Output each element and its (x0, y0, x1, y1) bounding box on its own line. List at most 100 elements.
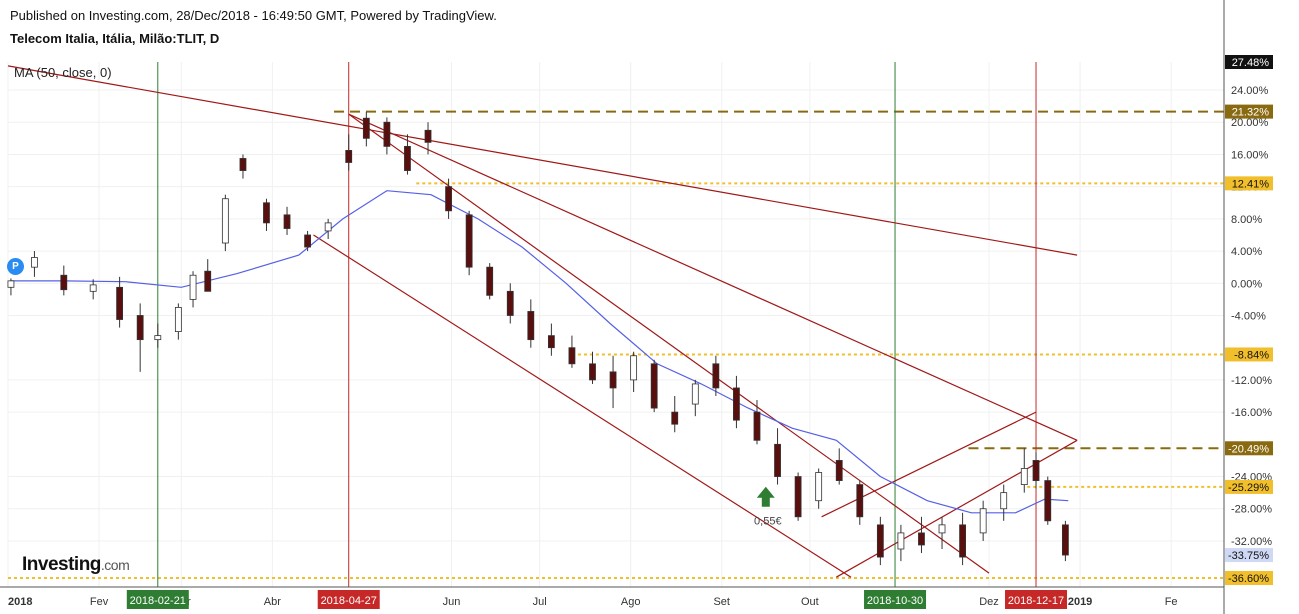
candle-body (404, 145, 411, 171)
date-badge-label: 2018-02-21 (130, 595, 186, 607)
candle-body (691, 383, 699, 405)
candle-body (650, 363, 658, 409)
candle-body (1000, 492, 1008, 510)
date-badge-label: 2018-10-30 (867, 595, 923, 607)
axis-badge-label: -8.84% (1234, 349, 1269, 361)
candle-body (263, 202, 270, 224)
y-tick-label: 4.00% (1231, 246, 1262, 258)
candle-body (897, 532, 905, 550)
candle-body (938, 524, 946, 534)
up-arrow-icon (756, 486, 775, 507)
candle-body (189, 274, 197, 300)
candle-body (547, 335, 555, 349)
axis-badges: 27.48% 21.32% 12.41% -8.84% -20.49% -25.29% -3… (1225, 55, 1273, 585)
instrument-title: Telecom Italia, Itália, Milão:TLIT, D (10, 31, 220, 46)
candle-body (753, 411, 761, 441)
y-tick-label: 24.00% (1231, 85, 1269, 97)
y-tick-label: -12.00% (1231, 375, 1272, 387)
candle-body (89, 284, 97, 292)
axis-badge (1225, 347, 1273, 362)
candle-body (174, 307, 182, 332)
candle-body (856, 484, 864, 518)
y-tick-label: -28.00% (1231, 504, 1272, 516)
candle-body (733, 387, 740, 421)
candle-body (362, 117, 370, 139)
axis-badge (1225, 104, 1273, 119)
candle-body (794, 476, 802, 518)
axis-badge-label: -20.49% (1228, 443, 1269, 455)
candle-body (876, 524, 884, 558)
date-badge-label: 2018-12-17 (1008, 595, 1064, 607)
candle-body (445, 186, 452, 212)
y-tick-label: 20.00% (1231, 117, 1269, 129)
candle-body (465, 214, 473, 268)
candle-body (7, 280, 15, 288)
candle-body (671, 411, 679, 425)
y-tick-label: 8.00% (1231, 214, 1262, 226)
candle-body (712, 363, 720, 389)
p-marker-icon[interactable]: P (7, 258, 24, 275)
candle-body (136, 315, 144, 341)
candle-body (239, 158, 247, 171)
date-badge-label: 2018-04-27 (321, 595, 377, 607)
x-tick-label: Dez (979, 596, 999, 608)
candle-body (60, 274, 68, 291)
published-line: Published on Investing.com, 28/Dec/2018 … (10, 8, 497, 23)
horizontal-levels (8, 110, 1224, 579)
trend-line (7, 65, 1078, 256)
date-badge (864, 590, 927, 609)
candle-body (116, 286, 124, 320)
x-tick-label: Jun (443, 596, 461, 608)
candle-body (154, 335, 162, 341)
date-badge (317, 590, 380, 609)
candle-body (979, 508, 987, 534)
candle-body (304, 234, 311, 248)
candle-body (918, 532, 925, 546)
x-tick-label: 2019 (1068, 596, 1092, 608)
trend-lines (7, 65, 1078, 578)
ma-line (10, 190, 1069, 514)
x-tick-label: Abr (264, 596, 281, 608)
axis-badge (1225, 441, 1273, 456)
axis-badge (1225, 55, 1273, 69)
x-tick-label: 2018 (8, 596, 32, 608)
x-tick-label: Set (713, 596, 730, 608)
annotations: 0,55€ (754, 486, 782, 528)
candle-body (568, 347, 576, 365)
axis-badge-label: 21.32% (1232, 107, 1270, 119)
axis-badge-label: -33.75% (1228, 550, 1269, 562)
y-tick-label: -16.00% (1231, 407, 1272, 419)
candle-body (31, 257, 38, 268)
logo-main: Investing (22, 554, 101, 575)
candle-body (204, 270, 212, 292)
y-tick-label: -32.00% (1231, 536, 1272, 548)
candle-body (324, 222, 332, 232)
candle-body (424, 129, 432, 143)
trend-line (348, 113, 990, 574)
candle-body (383, 121, 391, 147)
grid-lines (7, 62, 1224, 587)
x-tick-label: Fe (1165, 596, 1178, 608)
candle-body (1032, 460, 1040, 481)
candle-body (1061, 524, 1069, 556)
candle-body (959, 524, 966, 558)
y-tick-label: 16.00% (1231, 149, 1269, 161)
logo-suffix: .com (100, 557, 130, 573)
y-tick-label: 0.00% (1231, 278, 1262, 290)
candle-body (1044, 480, 1052, 522)
moving-average (10, 190, 1069, 514)
axis-badge-label: 12.41% (1232, 178, 1270, 190)
x-tick-label: Out (801, 596, 819, 608)
x-tick-label: Ago (621, 596, 641, 608)
x-axis: 2018FevMarAbrJunJulAgoSetOutDez2019Fe201… (0, 586, 1224, 609)
candle-body (589, 363, 596, 381)
trend-line (348, 113, 1078, 441)
axis-badge (1225, 548, 1273, 563)
candle-body (630, 355, 638, 381)
candle-body (815, 472, 823, 502)
trend-line (313, 234, 852, 578)
axis-badge (1225, 479, 1273, 494)
indicator-legend[interactable]: MA (50, close, 0) (14, 65, 112, 80)
axis-badge-label: -25.29% (1228, 482, 1269, 494)
